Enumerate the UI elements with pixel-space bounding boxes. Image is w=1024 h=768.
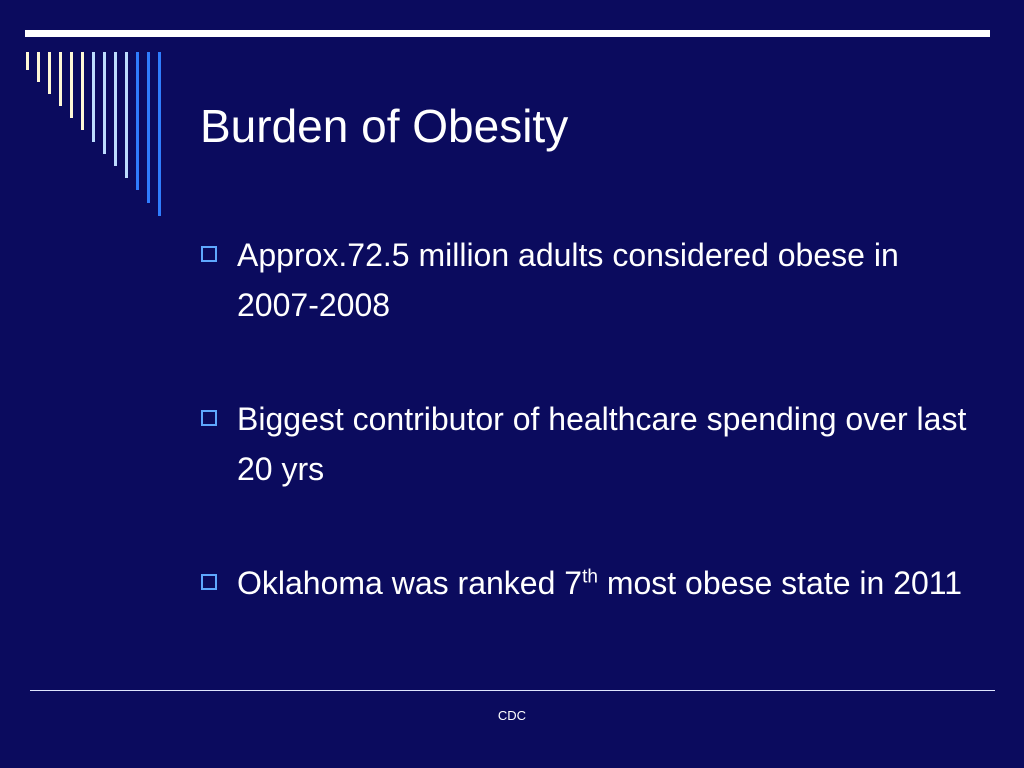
- hollow-square-icon: [201, 574, 217, 590]
- decorative-stripe: [114, 52, 117, 166]
- bullet-text-3: Oklahoma was ranked 7th most obese state…: [237, 565, 962, 601]
- top-rule: [25, 30, 990, 37]
- decorative-stripe: [70, 52, 73, 118]
- decorative-stripe: [136, 52, 139, 190]
- bullet-text-1: Approx.72.5 million adults considered ob…: [237, 237, 899, 323]
- decorative-stripe: [37, 52, 40, 82]
- decorative-stripe: [158, 52, 161, 216]
- decorative-stripes: [0, 0, 180, 220]
- decorative-stripe: [125, 52, 128, 178]
- decorative-stripe: [103, 52, 106, 154]
- decorative-stripe: [48, 52, 51, 94]
- bullet-list: Approx.72.5 million adults considered ob…: [200, 230, 980, 608]
- bullet-text-3-before: Oklahoma was ranked 7: [237, 565, 583, 601]
- bullet-text-2: Biggest contributor of healthcare spendi…: [237, 401, 967, 487]
- bullet-item-2: Biggest contributor of healthcare spendi…: [200, 394, 980, 494]
- bullet-text-3-after: most obese state in 2011: [597, 565, 962, 601]
- bullet-item-1: Approx.72.5 million adults considered ob…: [200, 230, 980, 330]
- footer-source: CDC: [497, 708, 527, 723]
- decorative-stripe: [92, 52, 95, 142]
- bottom-rule: [30, 690, 995, 691]
- decorative-stripe: [81, 52, 84, 130]
- hollow-square-icon: [201, 410, 217, 426]
- bullet-text-3-superscript: th: [582, 566, 598, 588]
- hollow-square-icon: [201, 246, 217, 262]
- decorative-stripe: [26, 52, 29, 70]
- slide-title: Burden of Obesity: [200, 100, 569, 152]
- bullet-item-3: Oklahoma was ranked 7th most obese state…: [200, 558, 980, 608]
- decorative-stripe: [59, 52, 62, 106]
- decorative-stripe: [147, 52, 150, 203]
